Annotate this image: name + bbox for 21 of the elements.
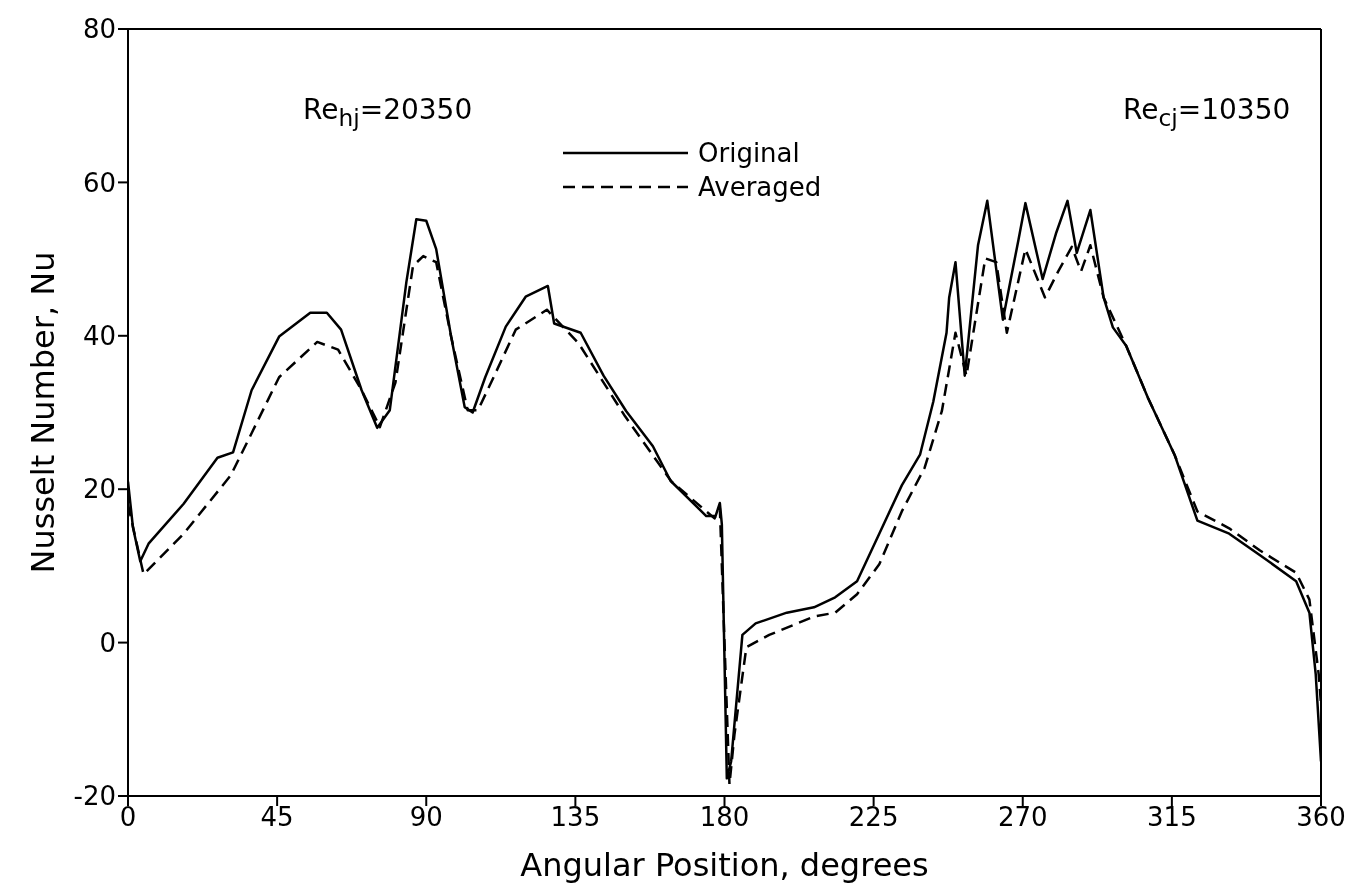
x-axis-title: Angular Position, degrees <box>520 846 929 884</box>
x-tick-label: 135 <box>550 802 601 833</box>
y-tick-label: 40 <box>82 321 116 352</box>
x-tick-label: 270 <box>997 802 1048 833</box>
x-tick-label: 225 <box>848 802 899 833</box>
y-tick-label: 80 <box>82 14 116 45</box>
annotation: Re$_{hj}$=20350 <box>303 93 473 132</box>
x-tick-label: 0 <box>119 802 137 833</box>
y-tick-label: 0 <box>99 627 116 658</box>
x-tick-label: 45 <box>260 802 294 833</box>
legend-label: Original <box>698 138 800 168</box>
annotation: Re$_{cj}$=10350 <box>1123 93 1291 132</box>
y-tick-label: 60 <box>82 167 116 198</box>
x-tick-label: 360 <box>1296 802 1346 833</box>
x-tick-label: 315 <box>1147 802 1197 833</box>
y-axis-title: Nusselt Number, Nu <box>24 251 63 574</box>
y-tick-label: -20 <box>73 781 116 812</box>
legend-label: Averaged <box>698 172 822 202</box>
y-tick-label: 20 <box>82 474 116 505</box>
x-tick-label: 180 <box>699 802 750 833</box>
x-tick-label: 90 <box>409 802 443 833</box>
